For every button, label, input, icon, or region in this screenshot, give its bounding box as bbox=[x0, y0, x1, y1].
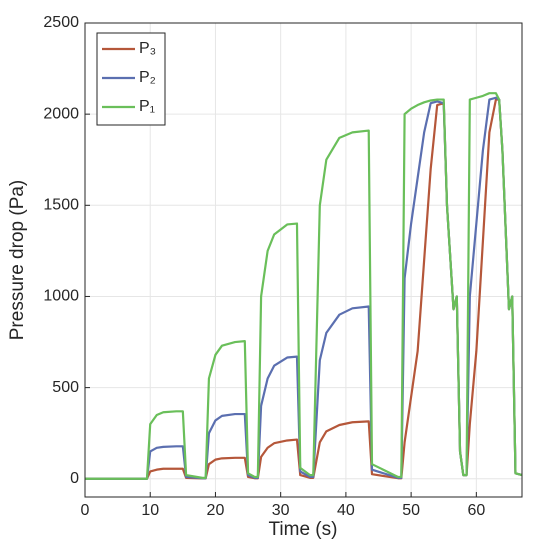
x-tick-label: 60 bbox=[467, 502, 485, 519]
y-tick-label: 1500 bbox=[43, 197, 79, 214]
x-axis-label: Time (s) bbox=[269, 519, 338, 540]
plot-frame bbox=[84, 22, 523, 498]
x-tick-label: 0 bbox=[81, 502, 90, 519]
y-tick-label: 2500 bbox=[43, 14, 79, 31]
x-tick-label: 30 bbox=[272, 502, 290, 519]
x-tick-label: 50 bbox=[402, 502, 420, 519]
y-tick-label: 2000 bbox=[43, 105, 79, 122]
legend-label: P₁ bbox=[139, 98, 155, 115]
y-tick-label: 500 bbox=[52, 379, 79, 396]
y-axis-label: Pressure drop (Pa) bbox=[7, 180, 28, 341]
y-tick-label: 0 bbox=[70, 470, 79, 487]
y-tick-label: 1000 bbox=[43, 288, 79, 305]
x-tick-label: 40 bbox=[337, 502, 355, 519]
legend-label: P₂ bbox=[139, 69, 156, 86]
x-tick-label: 20 bbox=[207, 502, 225, 519]
legend-label: P₃ bbox=[139, 40, 156, 57]
data-line bbox=[85, 92, 523, 480]
x-tick-label: 10 bbox=[141, 502, 159, 519]
